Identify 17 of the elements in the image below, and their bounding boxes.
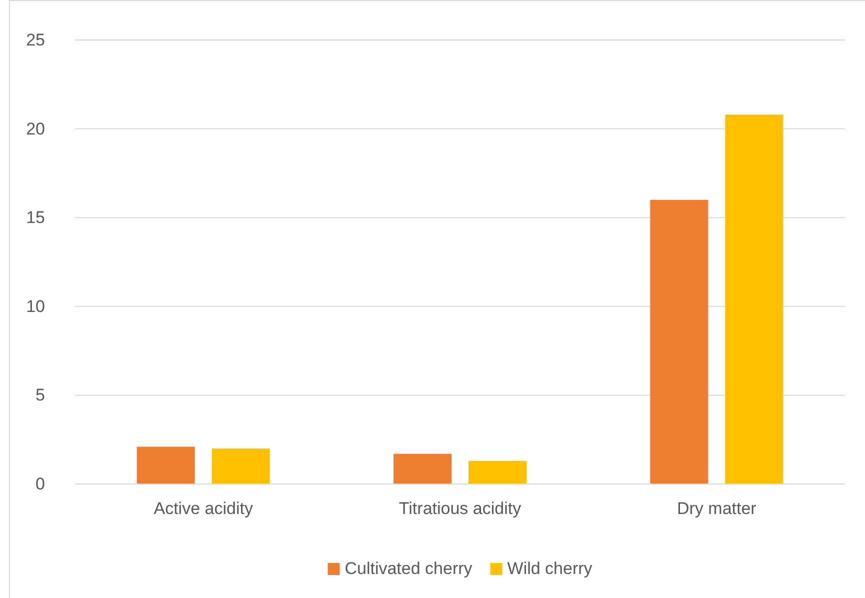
x-tick-label: Active acidity: [154, 499, 254, 518]
x-tick-label: Dry matter: [676, 499, 757, 518]
bar: [468, 460, 526, 484]
y-tick-label: 5: [36, 386, 45, 405]
y-tick-label: 20: [26, 119, 45, 138]
y-tick-label: 15: [26, 208, 45, 228]
bar: [394, 454, 452, 484]
bar: [136, 446, 195, 484]
legend-label: Wild cherry: [507, 559, 593, 578]
x-tick-label: Titratious acidity: [398, 499, 522, 518]
legend-label: Cultivated cherry: [344, 559, 473, 578]
y-tick-label: 10: [26, 296, 45, 316]
bar: [212, 448, 270, 484]
y-tick-label: 0: [36, 474, 45, 494]
bar: [725, 114, 784, 484]
y-tick-label: 25: [26, 30, 45, 50]
bar: [650, 200, 708, 484]
